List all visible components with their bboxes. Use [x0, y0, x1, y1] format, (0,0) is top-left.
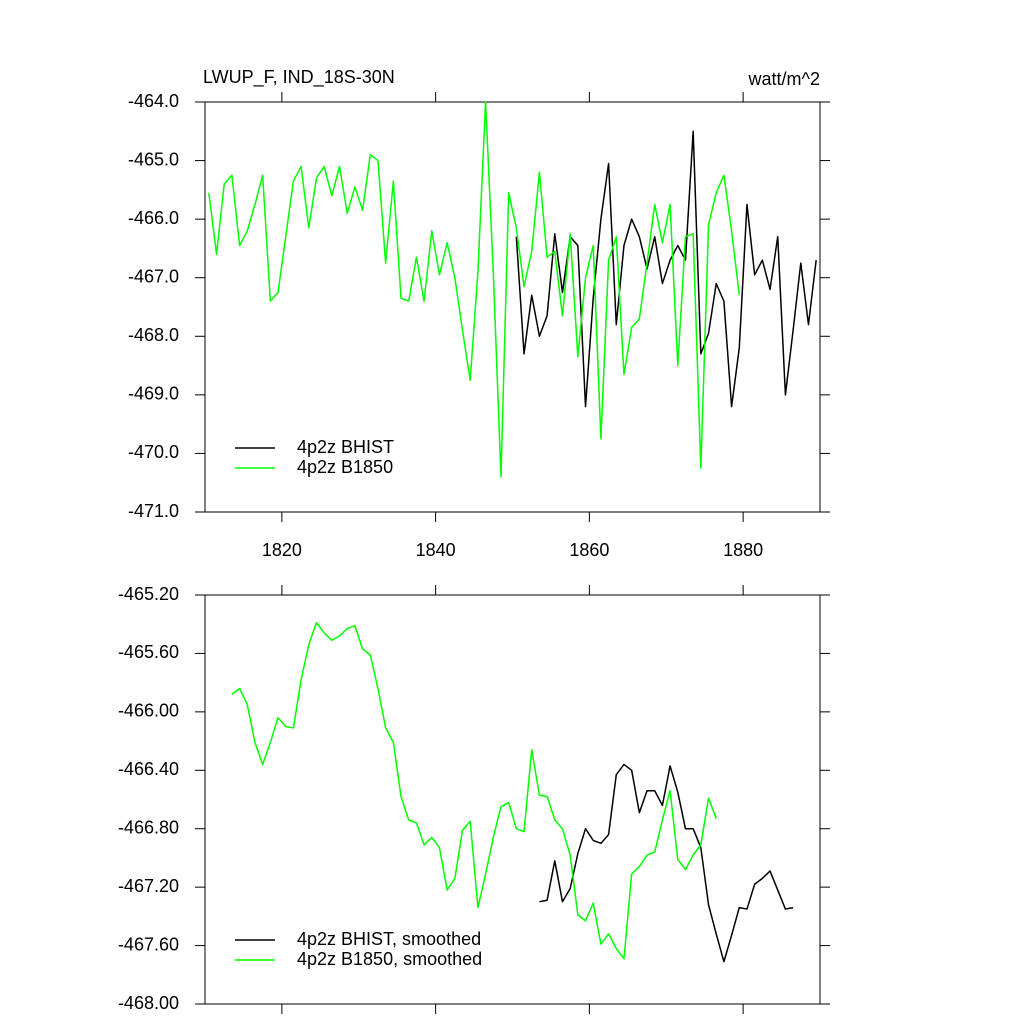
x-tick-label: 1860: [569, 540, 609, 560]
y-tick-label: -464.0: [128, 91, 179, 111]
data-line: [208, 101, 741, 478]
y-tick-label: -467.0: [128, 266, 179, 286]
y-tick-label: -471.0: [128, 501, 179, 521]
legend-label: 4p2z BHIST, smoothed: [297, 929, 481, 949]
legend-label: 4p2z B1850, smoothed: [297, 949, 482, 969]
y-tick-label: -469.0: [128, 384, 179, 404]
y-tick-label: -466.80: [118, 817, 179, 837]
y-tick-label: -467.60: [118, 934, 179, 954]
y-tick-label: -467.20: [118, 876, 179, 896]
plot-frame: [204, 594, 821, 1005]
y-tick-label: -470.0: [128, 442, 179, 462]
x-tick-label: 1880: [723, 540, 763, 560]
y-tick-label: -465.60: [118, 642, 179, 662]
plot-frame: [204, 101, 821, 513]
units-label: watt/m^2: [748, 69, 820, 89]
y-tick-label: -465.20: [118, 584, 179, 604]
x-tick-label: 1840: [416, 540, 456, 560]
y-tick-label: -465.0: [128, 149, 179, 169]
legend-label: 4p2z BHIST: [297, 437, 394, 457]
y-tick-label: -468.00: [118, 993, 179, 1013]
y-tick-label: -466.0: [128, 208, 179, 228]
data-line: [231, 622, 717, 960]
y-tick-label: -466.40: [118, 759, 179, 779]
y-tick-label: -468.0: [128, 325, 179, 345]
chart-title: LWUP_F, IND_18S-30N: [203, 67, 395, 88]
data-line: [515, 130, 817, 408]
data-line: [539, 763, 794, 963]
y-tick-label: -466.00: [118, 701, 179, 721]
legend-label: 4p2z B1850: [297, 457, 393, 477]
x-tick-label: 1820: [262, 540, 302, 560]
